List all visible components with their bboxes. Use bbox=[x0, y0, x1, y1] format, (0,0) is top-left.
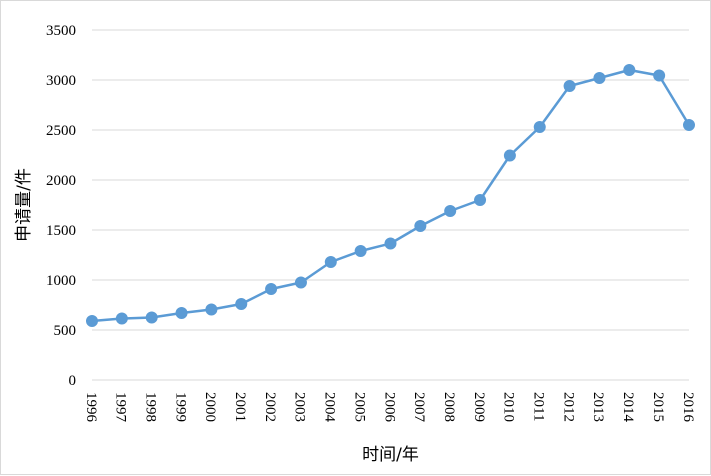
x-tick-label: 2007 bbox=[411, 392, 427, 423]
data-point-2007 bbox=[414, 220, 427, 232]
y-tick-label: 0 bbox=[69, 373, 77, 389]
x-tick-label: 2004 bbox=[322, 392, 338, 423]
data-point-1997 bbox=[115, 312, 128, 325]
series-line bbox=[91, 68, 691, 323]
data-point-1998 bbox=[145, 311, 158, 324]
data-point-2014 bbox=[623, 64, 636, 76]
y-tick-label: 3000 bbox=[46, 73, 76, 89]
data-point-2004 bbox=[324, 256, 337, 268]
y-tick-label: 3500 bbox=[46, 23, 76, 39]
x-tick-label: 2002 bbox=[262, 392, 278, 422]
x-tick-label: 2009 bbox=[471, 392, 487, 422]
data-point-2015 bbox=[653, 69, 666, 82]
data-point-2012 bbox=[563, 80, 576, 92]
data-point-2005 bbox=[354, 245, 367, 257]
data-points bbox=[86, 64, 695, 327]
data-point-2016 bbox=[683, 119, 695, 131]
x-axis-ticks: 1996 1997 1998 1999 2000 2001 2002 2003 2004 2005… bbox=[83, 392, 696, 423]
y-tick-label: 1500 bbox=[46, 223, 76, 239]
gridlines bbox=[92, 29, 689, 381]
data-point-2011 bbox=[533, 121, 546, 133]
data-point-2002 bbox=[265, 283, 278, 295]
x-tick-label: 2001 bbox=[232, 392, 248, 422]
data-point-1996 bbox=[86, 315, 98, 327]
data-point-2006 bbox=[384, 237, 397, 250]
x-tick-label: 2000 bbox=[202, 392, 218, 422]
data-point-2008 bbox=[444, 205, 457, 217]
data-point-2013 bbox=[593, 72, 606, 84]
x-tick-label: 2012 bbox=[560, 392, 576, 422]
x-tick-label: 2008 bbox=[441, 392, 457, 422]
x-tick-label: 2013 bbox=[590, 392, 606, 422]
data-point-2003 bbox=[294, 276, 307, 289]
x-tick-label: 2006 bbox=[381, 392, 397, 423]
x-tick-label: 2005 bbox=[351, 392, 367, 422]
y-tick-label: 2000 bbox=[46, 173, 76, 189]
y-axis-ticks: 0 500 1000 1500 2000 2500 3000 3500 bbox=[46, 23, 76, 389]
data-point-2010 bbox=[503, 149, 516, 162]
x-tick-label: 1998 bbox=[142, 392, 158, 422]
y-tick-label: 1000 bbox=[46, 273, 76, 289]
x-tick-label: 1999 bbox=[172, 392, 188, 422]
data-point-2000 bbox=[205, 303, 218, 316]
data-point-2009 bbox=[474, 194, 487, 206]
x-tick-label: 2011 bbox=[531, 392, 547, 421]
x-tick-label: 2015 bbox=[650, 392, 666, 422]
data-point-1999 bbox=[175, 307, 188, 319]
x-axis-title: 时间/年 bbox=[362, 445, 419, 465]
y-tick-label: 500 bbox=[54, 323, 77, 339]
y-axis-title: 申请量/件 bbox=[14, 168, 34, 242]
x-tick-label: 2016 bbox=[680, 392, 696, 423]
y-tick-label: 2500 bbox=[46, 123, 76, 139]
x-tick-label: 1996 bbox=[83, 392, 99, 423]
x-tick-label: 2003 bbox=[292, 392, 308, 422]
data-point-2001 bbox=[235, 298, 248, 310]
x-tick-label: 2010 bbox=[501, 392, 517, 422]
x-tick-label: 1997 bbox=[113, 392, 129, 423]
x-tick-label: 2014 bbox=[620, 392, 636, 423]
